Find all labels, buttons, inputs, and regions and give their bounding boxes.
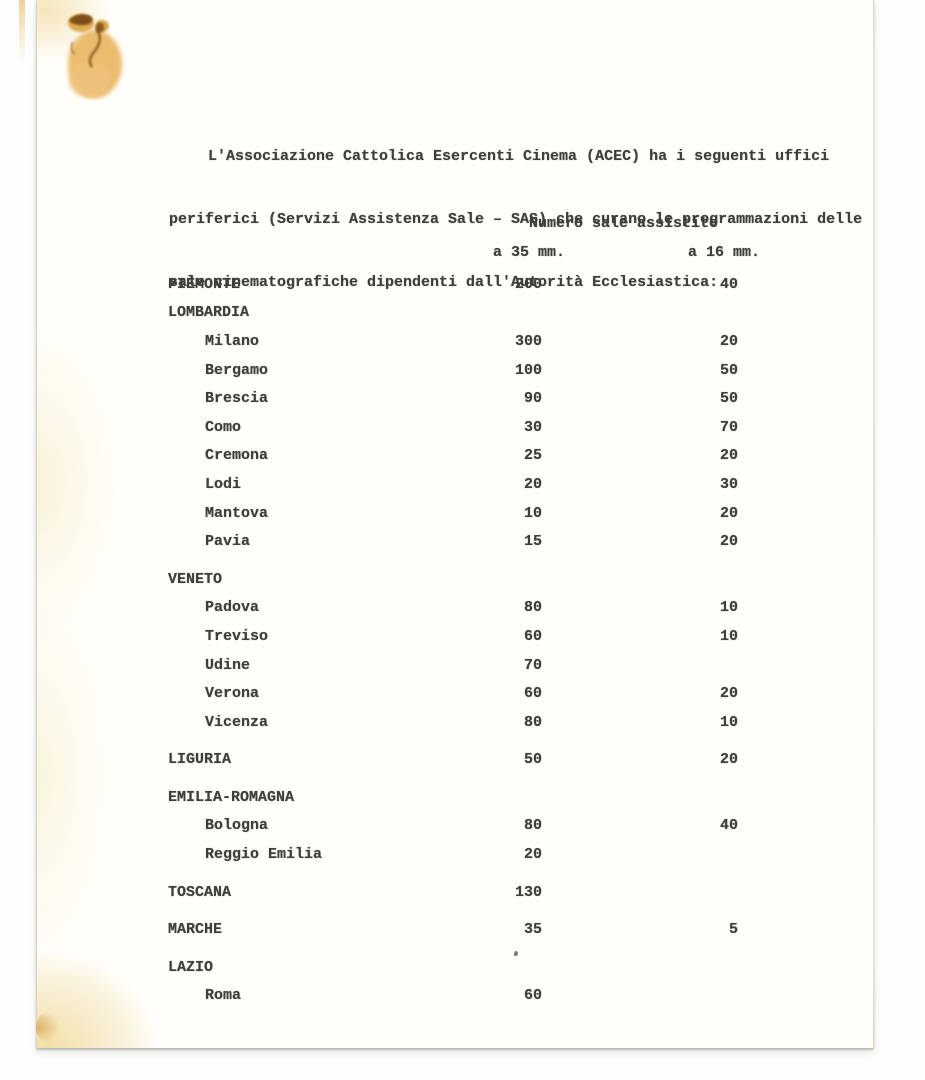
row-label: TOSCANA — [168, 883, 232, 901]
table-row: Lodi 20 30 — [168, 470, 740, 499]
row-label: VENETO — [168, 570, 223, 588]
table-row: Bologna 80 40 — [168, 812, 740, 841]
table-row: Verona 60 20 — [168, 679, 740, 708]
row-value-35mm: 90 — [523, 390, 542, 408]
row-value-16mm: 40 — [719, 275, 738, 293]
row-value-16mm: 30 — [719, 475, 738, 493]
row-value-16mm: 5 — [728, 921, 738, 939]
row-label: Udine — [205, 656, 251, 674]
table-row: Vicenza 80 10 — [168, 708, 740, 737]
row-value-16mm: 20 — [719, 447, 738, 465]
row-label: Roma — [205, 987, 242, 1005]
row-value-16mm: 50 — [719, 361, 738, 379]
row-value-35mm: 10 — [523, 504, 542, 522]
row-value-35mm: 20 — [523, 846, 542, 864]
stray-ink-dot — [514, 951, 518, 956]
row-value-35mm: 35 — [523, 921, 542, 939]
row-value-16mm: 10 — [719, 713, 738, 731]
table-row: EMILIA-ROMAGNA — [168, 783, 740, 812]
coffee-stain — [68, 14, 122, 98]
table-row: Como 30 70 — [168, 413, 740, 442]
column-header-35mm: a 35 mm. — [493, 244, 566, 261]
row-value-35mm: 300 — [514, 332, 542, 350]
row-value-35mm: 80 — [523, 817, 542, 835]
row-value-16mm: 20 — [719, 751, 738, 769]
table-row: Reggio Emilia 20 — [168, 840, 740, 869]
row-label: Padova — [205, 599, 260, 617]
row-value-35mm: 50 — [523, 751, 542, 769]
intro-paragraph: L'Associazione Cattolica Esercenti Cinem… — [169, 108, 883, 332]
row-label: EMILIA-ROMAGNA — [168, 788, 295, 806]
row-label: Bologna — [205, 817, 269, 835]
row-value-35mm: 60 — [523, 627, 542, 645]
table-row: LAZIO — [168, 953, 740, 982]
row-value-16mm: 20 — [719, 332, 738, 350]
paragraph-line: L'Associazione Cattolica Esercenti Cinem… — [208, 148, 830, 165]
row-value-35mm: 15 — [523, 533, 542, 551]
table-row: LIGURIA 50 20 — [168, 746, 740, 775]
row-label: Reggio Emilia — [205, 846, 323, 864]
row-value-35mm: 200 — [514, 275, 542, 293]
row-value-16mm: 50 — [719, 390, 738, 408]
row-value-35mm: 25 — [523, 447, 542, 465]
row-value-16mm: 20 — [719, 533, 738, 551]
row-label: Como — [205, 418, 242, 436]
table-row: VENETO — [168, 565, 740, 594]
row-label: Milano — [205, 332, 260, 350]
page-edge-stain — [19, 0, 25, 62]
table-row: Mantova 10 20 — [168, 499, 740, 528]
row-value-35mm: 60 — [523, 685, 542, 703]
row-value-16mm: 10 — [719, 627, 738, 645]
row-label: PIEMONTE — [168, 275, 241, 293]
row-value-35mm: 60 — [523, 987, 542, 1005]
row-value-16mm: 10 — [719, 599, 738, 617]
row-value-35mm: 130 — [514, 883, 542, 901]
row-value-35mm: 80 — [523, 713, 542, 731]
row-value-16mm: 70 — [719, 418, 738, 436]
row-label: Treviso — [205, 627, 269, 645]
table-row: Brescia 90 50 — [168, 384, 740, 413]
row-label: MARCHE — [168, 921, 223, 939]
table-row: Pavia 15 20 — [168, 527, 740, 556]
table-row: MARCHE 35 5 — [168, 915, 740, 944]
statistics-table: PIEMONTE 200 40 LOMBARDIA Milano 300 20 … — [168, 270, 740, 1010]
paragraph-line: sale cinematografiche dipendenti dall'Au… — [169, 274, 719, 292]
paragraph-line: periferici (Servizi Assistenza Sale – SA… — [169, 211, 863, 229]
row-value-35mm: 20 — [523, 475, 542, 493]
edge-stain-notch — [36, 1012, 58, 1042]
row-label: Vicenza — [205, 713, 269, 731]
row-label: Verona — [205, 685, 260, 703]
table-row: Milano 300 20 — [168, 327, 740, 356]
row-value-35mm: 80 — [523, 599, 542, 617]
table-title: Numero sale assistite — [529, 215, 719, 232]
row-label: Mantova — [205, 504, 269, 522]
row-value-35mm: 70 — [523, 656, 542, 674]
table-row: PIEMONTE 200 40 — [168, 270, 740, 299]
row-label: Bergamo — [205, 361, 269, 379]
table-row: Padova 80 10 — [168, 594, 740, 623]
table-row: Udine 70 — [168, 651, 740, 680]
table-row: Bergamo 100 50 — [168, 356, 740, 385]
table-row: Treviso 60 10 — [168, 622, 740, 651]
table-row: TOSCANA 130 — [168, 878, 740, 907]
row-value-35mm: 30 — [523, 418, 542, 436]
row-label: LAZIO — [168, 958, 214, 976]
row-label: Cremona — [205, 447, 269, 465]
table-row: Cremona 25 20 — [168, 442, 740, 471]
document-page: L'Associazione Cattolica Esercenti Cinem… — [36, 0, 874, 1048]
row-value-35mm: 100 — [514, 361, 542, 379]
row-label: Lodi — [205, 475, 242, 493]
row-value-16mm: 20 — [719, 504, 738, 522]
row-label: LIGURIA — [168, 751, 232, 769]
table-row: Roma 60 — [168, 982, 740, 1011]
row-label: LOMBARDIA — [168, 304, 250, 322]
row-value-16mm: 40 — [719, 817, 738, 835]
column-header-16mm: a 16 mm. — [688, 244, 761, 261]
row-label: Brescia — [205, 390, 269, 408]
table-row: LOMBARDIA — [168, 299, 740, 328]
row-label: Pavia — [205, 533, 251, 551]
row-value-16mm: 20 — [719, 685, 738, 703]
